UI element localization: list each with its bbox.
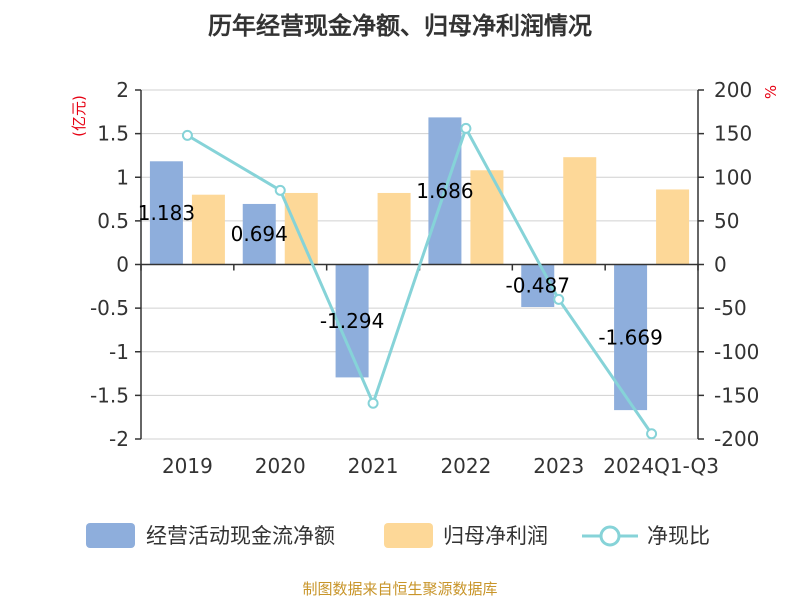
left-tick-label: -0.5 [90, 296, 129, 320]
x-tick-label: 2024Q1-Q3 [603, 454, 719, 478]
cash-flow-bar [521, 264, 555, 307]
legend: 经营活动现金流净额 归母净利润 净现比 [86, 523, 710, 548]
left-tick-label: 0 [116, 253, 129, 277]
legend-item-cash-flow[interactable]: 经营活动现金流净额 [86, 523, 335, 548]
net-profit-bar [191, 194, 225, 265]
net-profit-bar [563, 157, 597, 265]
ratio-line [186, 124, 653, 435]
x-tick-label: 2020 [255, 454, 306, 478]
right-tick-label: -200 [714, 427, 759, 451]
ratio-point [553, 293, 565, 305]
cash-flow-bar [149, 161, 183, 265]
cash-flow-data-label: -1.294 [320, 309, 384, 333]
legend-item-ratio[interactable]: 净现比 [582, 524, 710, 548]
ratio-point [646, 428, 658, 440]
ratio-point [181, 129, 193, 141]
ratio-point [460, 122, 472, 134]
right-axis-unit: % [762, 85, 780, 99]
right-tick-label: -100 [714, 340, 759, 364]
net-profit-bar [377, 192, 411, 265]
right-tick-label: 200 [714, 78, 752, 102]
cash-flow-data-label: 0.694 [231, 222, 288, 246]
right-tick-label: 150 [714, 122, 752, 146]
cash-flow-data-label: -0.487 [506, 274, 570, 298]
cash-flow-bar [242, 203, 276, 265]
net-profit-bar [656, 189, 690, 265]
x-tick-label: 2019 [162, 454, 213, 478]
chart-title: 历年经营现金净额、归母净利润情况 [208, 12, 592, 40]
legend-label-net-profit: 归母净利润 [443, 524, 548, 548]
data-labels: 1.183 0.694 -1.294 1.686 -0.487 -1.669 [138, 179, 663, 349]
ratio-point [274, 184, 286, 196]
left-axis-unit: (亿元) [70, 95, 88, 137]
ratio-point [367, 397, 379, 409]
x-tick-label: 2022 [440, 454, 491, 478]
right-tick-label: 0 [714, 253, 727, 277]
right-tick-label: -150 [714, 383, 759, 407]
bars [149, 117, 690, 411]
legend-marker-ratio [599, 525, 621, 547]
cash-flow-data-label: 1.183 [138, 201, 195, 225]
right-tick-label: -50 [714, 296, 747, 320]
left-tick-label: 1.5 [97, 122, 129, 146]
legend-item-net-profit[interactable]: 归母净利润 [384, 523, 548, 548]
legend-label-ratio: 净现比 [647, 524, 710, 548]
ratio-line-series [181, 122, 658, 440]
right-axis-ticks: 200 150 100 50 0 -50 -100 -150 -200 [698, 78, 759, 451]
source-note: 制图数据来自恒生聚源数据库 [302, 580, 497, 598]
net-profit-bar [284, 192, 318, 265]
left-tick-label: -1.5 [90, 383, 129, 407]
legend-swatch-cash-flow [86, 523, 135, 548]
legend-label-cash-flow: 经营活动现金流净额 [146, 524, 335, 548]
x-tick-label: 2021 [348, 454, 399, 478]
left-tick-label: -1 [109, 340, 129, 364]
left-tick-label: 2 [116, 78, 129, 102]
left-axis-ticks: 2 1.5 1 0.5 0 -0.5 -1 -1.5 -2 [90, 78, 141, 451]
x-tick-label: 2023 [533, 454, 584, 478]
net-profit-bar [470, 170, 504, 265]
right-tick-label: 100 [714, 165, 752, 189]
cash-flow-data-label: 1.686 [416, 179, 473, 203]
legend-swatch-net-profit [384, 523, 433, 548]
cash-flow-data-label: -1.669 [598, 325, 662, 349]
left-tick-label: 1 [116, 165, 129, 189]
right-tick-label: 50 [714, 209, 739, 233]
left-tick-label: 0.5 [97, 209, 129, 233]
x-axis-labels: 2019 2020 2021 2022 2023 2024Q1-Q3 [162, 454, 719, 478]
left-tick-label: -2 [109, 427, 129, 451]
